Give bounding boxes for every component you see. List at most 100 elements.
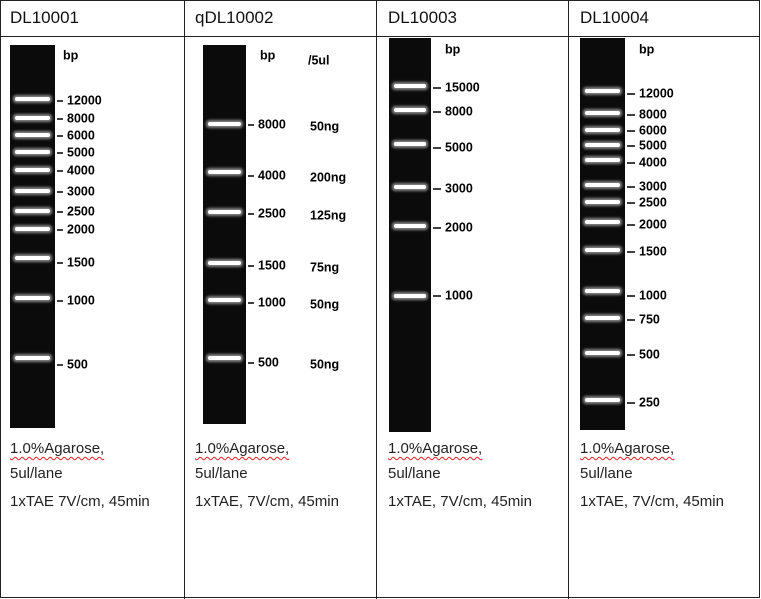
gel-band [585,200,620,204]
gel [580,38,625,430]
band-label: 3000 [639,179,667,193]
band-label: 5000 [639,138,667,152]
band-label: 250 [639,395,660,409]
note: 5ul/lane [388,465,441,482]
band-amount: 200ng [310,170,346,184]
note: 1.0%Agarose, [195,440,290,457]
gel-band [208,170,241,174]
gel-band [15,227,50,231]
gel-band [394,224,426,228]
gel-band [585,316,620,320]
band-label: 4000 [258,168,286,182]
band-label: 1000 [639,288,667,302]
gel-band [585,220,620,224]
gel-band [15,209,50,213]
gel-band [585,111,620,115]
note: 1xTAE 7V/cm, 45min [10,493,150,510]
gel-band [585,289,620,293]
gel-band [585,183,620,187]
gel-band [394,84,426,88]
band-label: 1000 [67,293,95,307]
note: 1xTAE, 7V/cm, 45min [580,493,724,510]
gel-band [15,256,50,260]
band-label: 5000 [445,140,473,154]
column-title: DL10004 [580,8,650,27]
band-label: 2000 [67,222,95,236]
band-label: 8000 [639,107,667,121]
gel-band [15,296,50,300]
band-amount: 50ng [310,357,339,371]
gel-band [15,116,50,120]
note: 5ul/lane [195,465,248,482]
gel-band [15,150,50,154]
band-amount: 75ng [310,260,339,274]
note: 1.0%Agarose, [10,440,105,457]
column-title: DL10003 [388,8,458,27]
band-label: 1500 [67,255,95,269]
gel-band [394,185,426,189]
unit-label: bp [639,42,655,56]
band-label: 500 [639,347,660,361]
band-label: 750 [639,312,660,326]
column-title: qDL10002 [195,8,274,27]
note: 1xTAE, 7V/cm, 45min [388,493,532,510]
gel-band [585,158,620,162]
band-label: 2500 [639,195,667,209]
gel-band [585,351,620,355]
band-label: 12000 [639,86,674,100]
band-label: 6000 [67,128,95,142]
note: 5ul/lane [10,465,63,482]
gel-band [15,189,50,193]
note: 5ul/lane [580,465,633,482]
band-label: 8000 [445,104,473,118]
gel-band [208,298,241,302]
gel-band [394,108,426,112]
gel-band [15,356,50,360]
band-label: 1000 [258,295,286,309]
band-label: 4000 [67,163,95,177]
note: 1xTAE, 7V/cm, 45min [195,493,339,510]
band-amount: 125ng [310,208,346,222]
band-label: 3000 [445,181,473,195]
amount-unit-label: /5ul [308,53,330,67]
band-label: 12000 [67,93,102,107]
column-title: DL10001 [10,8,80,27]
band-label: 2000 [445,220,473,234]
band-label: 500 [67,357,88,371]
gel-band [585,248,620,252]
gel-band [585,89,620,93]
unit-label: bp [445,42,461,56]
note: 1.0%Agarose, [388,440,483,457]
gel-band [394,142,426,146]
gel-band [394,294,426,298]
gel-band [585,143,620,147]
gel-band [208,261,241,265]
band-label: 4000 [639,155,667,169]
band-label: 1000 [445,288,473,302]
band-label: 2000 [639,217,667,231]
band-label: 2500 [67,204,95,218]
band-label: 1500 [639,244,667,258]
gel-band [585,128,620,132]
band-label: 15000 [445,80,480,94]
band-label: 2500 [258,206,286,220]
unit-label: bp [260,48,276,62]
band-amount: 50ng [310,119,339,133]
band-label: 6000 [639,123,667,137]
gel-band [585,398,620,402]
gel-band [208,122,241,126]
band-label: 8000 [258,117,286,131]
gel-band [208,210,241,214]
gel [203,45,246,424]
gel-band [15,97,50,101]
band-label: 500 [258,355,279,369]
gel-band [208,356,241,360]
band-label: 1500 [258,258,286,272]
band-label: 8000 [67,111,95,125]
gel [389,38,431,432]
note: 1.0%Agarose, [580,440,675,457]
gel [10,45,55,428]
